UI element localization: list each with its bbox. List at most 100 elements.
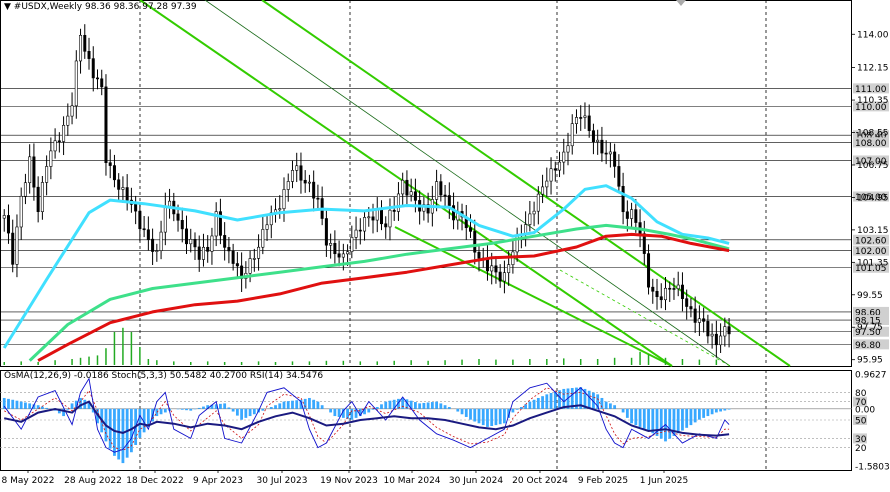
candle-body xyxy=(117,179,121,190)
candle-body xyxy=(676,284,680,290)
indicator-y-label: 70 xyxy=(855,398,867,408)
candle-body xyxy=(392,209,396,212)
candle-body xyxy=(668,287,672,290)
candle-body xyxy=(91,58,95,79)
candle-body xyxy=(112,165,116,181)
y-tick-label: 114.00 xyxy=(857,30,889,40)
y-tick-label: 108.55 xyxy=(857,129,889,139)
x-tick-label: 30 Jun 2024 xyxy=(449,476,503,486)
candle-body xyxy=(324,218,328,246)
ma-mid-line xyxy=(28,223,730,362)
candle-body xyxy=(469,227,473,232)
candle-body xyxy=(151,238,155,252)
candle-body xyxy=(549,168,553,182)
candle-body xyxy=(358,229,362,232)
candle-body xyxy=(473,231,477,253)
candle-body xyxy=(375,209,379,221)
candle-body xyxy=(659,296,663,301)
candle-body xyxy=(214,211,218,237)
candle-body xyxy=(697,318,701,323)
candle-body xyxy=(189,239,193,245)
candle-body xyxy=(218,211,222,236)
candle-body xyxy=(625,211,629,219)
level-label: 108.40 xyxy=(855,132,887,142)
candle-body xyxy=(261,229,265,248)
indicator-pane-frame xyxy=(0,370,852,471)
level-label-bg xyxy=(853,315,889,326)
level-label: 102.60 xyxy=(855,236,887,246)
symbol-label: #USDX,Weekly xyxy=(13,2,83,12)
candle-body xyxy=(443,194,447,197)
candle-body xyxy=(295,165,299,171)
indicator-y-label: 80 xyxy=(855,389,867,399)
candle-body xyxy=(210,235,214,252)
level-label: 98.60 xyxy=(855,308,881,318)
y-tick-label: 95.95 xyxy=(857,356,883,366)
indicator-y-label: 50 xyxy=(855,417,867,427)
level-label: 102.00 xyxy=(855,247,887,257)
x-tick-label: 10 Mar 2024 xyxy=(383,476,440,486)
candle-body xyxy=(354,229,358,238)
candle-body xyxy=(168,200,172,207)
y-tick-label: 110.35 xyxy=(857,96,889,106)
candle-body xyxy=(477,251,481,259)
x-tick-label: 9 Feb 2025 xyxy=(578,476,628,486)
candle-body xyxy=(134,204,138,212)
candle-body xyxy=(32,156,36,188)
x-tick-label: 18 Dec 2022 xyxy=(126,476,184,486)
level-label-bg xyxy=(853,155,889,166)
candle-body xyxy=(371,216,375,221)
level-label-bg xyxy=(853,326,889,337)
header-down-arrow-icon: ▼ xyxy=(4,2,11,12)
indicator-label-bg xyxy=(853,396,867,407)
y-tick-label: 99.55 xyxy=(857,291,883,301)
candle-body xyxy=(663,287,667,301)
candle-body xyxy=(15,226,19,265)
candle-body xyxy=(66,115,70,126)
candle-body xyxy=(53,140,57,152)
candle-body xyxy=(702,318,706,322)
indicator-y-label: -1.5803 xyxy=(855,463,890,473)
candle-body xyxy=(621,185,625,213)
candle-body xyxy=(502,272,506,282)
level-label-bg xyxy=(853,83,889,94)
x-tick-label: 1 Jun 2025 xyxy=(640,476,688,486)
candle-body xyxy=(591,130,595,143)
candle-body xyxy=(680,284,684,299)
candle-body xyxy=(379,209,383,225)
candle-body xyxy=(138,210,142,230)
candle-body xyxy=(579,117,583,119)
ma-fast-line xyxy=(2,184,730,349)
candle-body xyxy=(6,215,10,234)
candle-body xyxy=(422,204,426,212)
candle-body xyxy=(252,258,256,260)
candle-body xyxy=(642,233,646,254)
indicator-header: OsMA(12,26,9) -0.0186 Stoch(5,3,3) 50.54… xyxy=(4,371,324,381)
candle-body xyxy=(307,181,311,184)
ohlc-values: 98.36 98.36 97.28 97.39 xyxy=(84,2,197,12)
candle-body xyxy=(142,228,146,231)
ma-slow-line xyxy=(37,232,730,362)
candle-body xyxy=(515,234,519,253)
chart-header: ▼ #USDX,Weekly 98.36 98.36 97.28 97.39 xyxy=(4,2,197,12)
candle-body xyxy=(719,335,723,346)
chart-shift-icon xyxy=(676,0,686,6)
candle-body xyxy=(384,223,388,228)
trend-line-thin xyxy=(204,0,731,367)
candle-body xyxy=(299,165,303,181)
x-tick-label: 20 Oct 2024 xyxy=(512,476,568,486)
candle-body xyxy=(413,191,417,201)
candle-body xyxy=(227,247,231,252)
candle-body xyxy=(655,290,659,298)
candle-body xyxy=(185,228,189,245)
candle-body xyxy=(329,243,333,246)
candle-body xyxy=(201,246,205,260)
candle-body xyxy=(498,271,502,282)
candle-body xyxy=(536,193,540,212)
candle-body xyxy=(108,162,112,166)
candle-body xyxy=(193,239,197,248)
candle-body xyxy=(363,217,367,232)
candle-body xyxy=(125,187,129,201)
candle-body xyxy=(566,145,570,153)
